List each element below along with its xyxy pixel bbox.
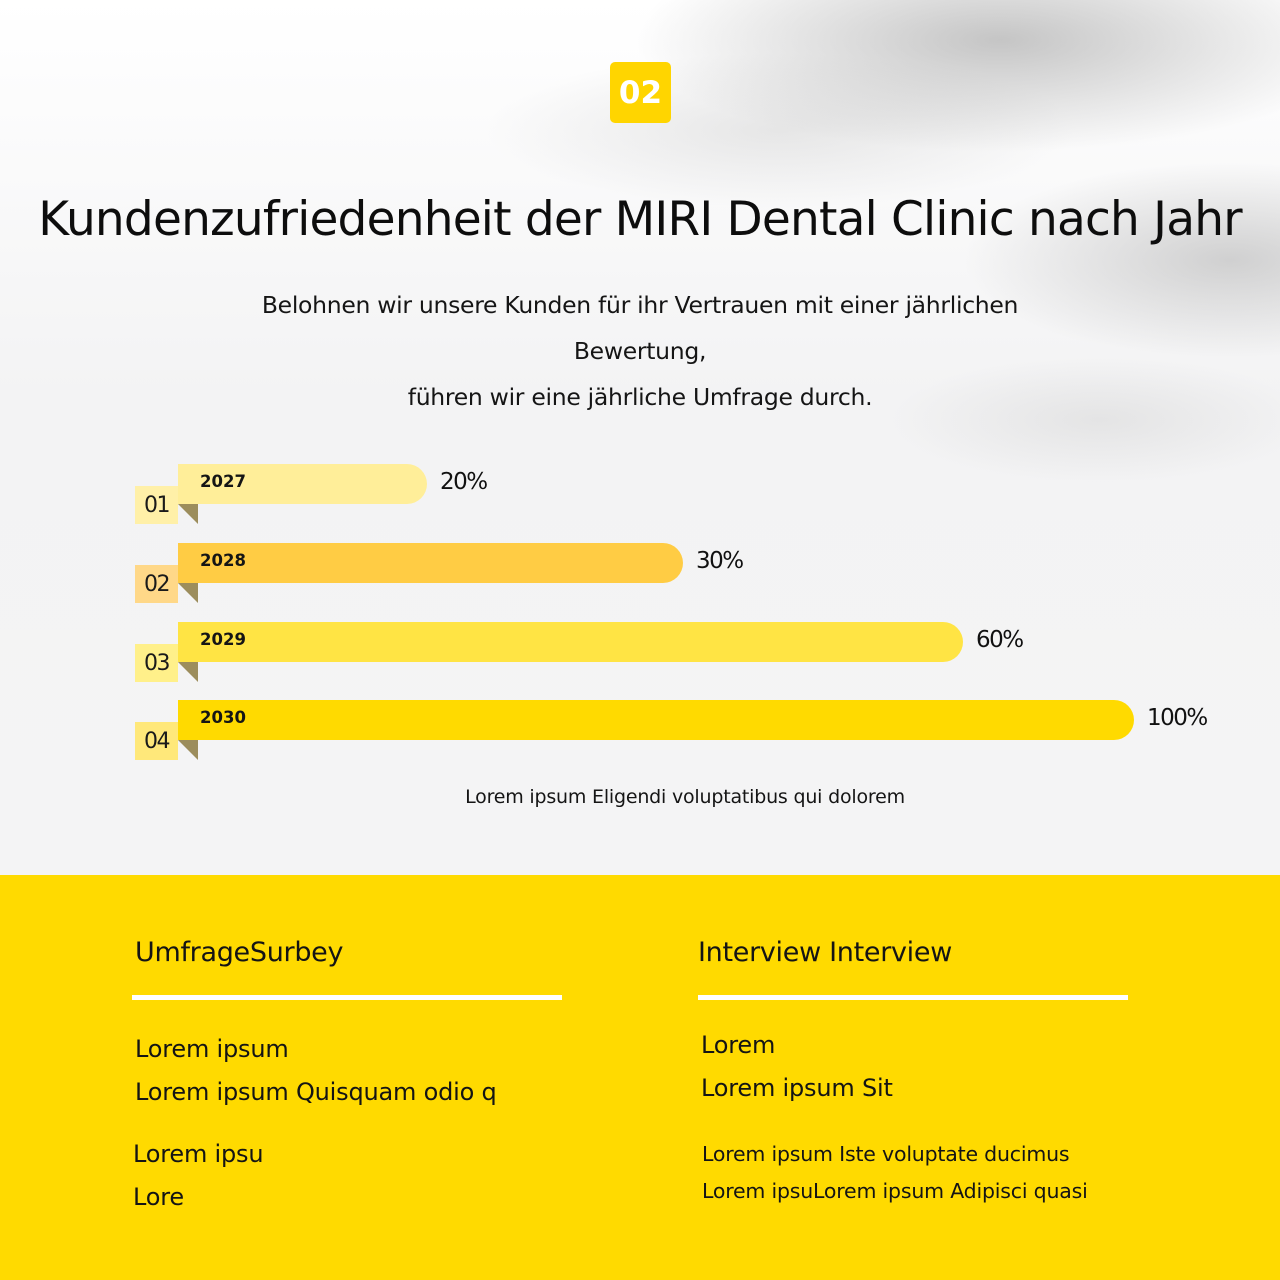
row-index-tab: 02 (135, 565, 178, 603)
bar-year-label: 2029 (200, 630, 246, 649)
fold-corner-icon (178, 583, 198, 603)
interview-line: Lorem ipsuLorem ipsum Adipisci quasi (702, 1179, 1088, 1203)
survey-line: Lorem ipsum Quisquam odio q (135, 1078, 497, 1106)
page-title: Kundenzufriedenheit der MIRI Dental Clin… (38, 192, 1242, 247)
survey-line: Lore (133, 1183, 184, 1211)
row-index-tab: 03 (135, 644, 178, 682)
interview-line: Lorem ipsum Iste voluptate ducimus (702, 1142, 1070, 1166)
bar-value-label: 30% (696, 548, 744, 574)
page-subtitle: Belohnen wir unsere Kunden für ihr Vertr… (140, 282, 1140, 420)
survey-line: Lorem ipsum (135, 1035, 289, 1063)
interview-line: Lorem ipsum Sit (701, 1074, 893, 1102)
subtitle-line: Bewertung, (573, 337, 707, 365)
chart-caption: Lorem ipsum Eligendi voluptatibus qui do… (465, 786, 905, 808)
fold-corner-icon (178, 662, 198, 682)
bar-2030 (178, 700, 1134, 740)
section-number-badge: 02 (610, 62, 671, 123)
row-index-tab: 01 (135, 486, 178, 524)
row-index-tab: 04 (135, 722, 178, 760)
bar-2029 (178, 622, 963, 662)
bar-value-label: 20% (440, 469, 488, 495)
fold-corner-icon (178, 740, 198, 760)
footer-panel: UmfrageSurbey Lorem ipsum Lorem ipsum Qu… (0, 875, 1280, 1280)
bar-value-label: 100% (1147, 705, 1208, 731)
survey-line: Lorem ipsu (133, 1140, 264, 1168)
bar-2027 (178, 464, 427, 504)
interview-heading: Interview Interview (698, 937, 952, 968)
interview-line: Lorem (701, 1031, 776, 1059)
bar-year-label: 2027 (200, 472, 246, 491)
interview-divider (698, 995, 1128, 1000)
bar-year-label: 2028 (200, 551, 246, 570)
subtitle-line: Belohnen wir unsere Kunden für ihr Vertr… (261, 291, 1019, 319)
bar-2028 (178, 543, 683, 583)
fold-corner-icon (178, 504, 198, 524)
survey-divider (132, 995, 562, 1000)
bar-year-label: 2030 (200, 708, 246, 727)
bar-value-label: 60% (976, 627, 1024, 653)
survey-heading: UmfrageSurbey (135, 937, 344, 968)
subtitle-line: führen wir eine jährliche Umfrage durch. (407, 383, 873, 411)
